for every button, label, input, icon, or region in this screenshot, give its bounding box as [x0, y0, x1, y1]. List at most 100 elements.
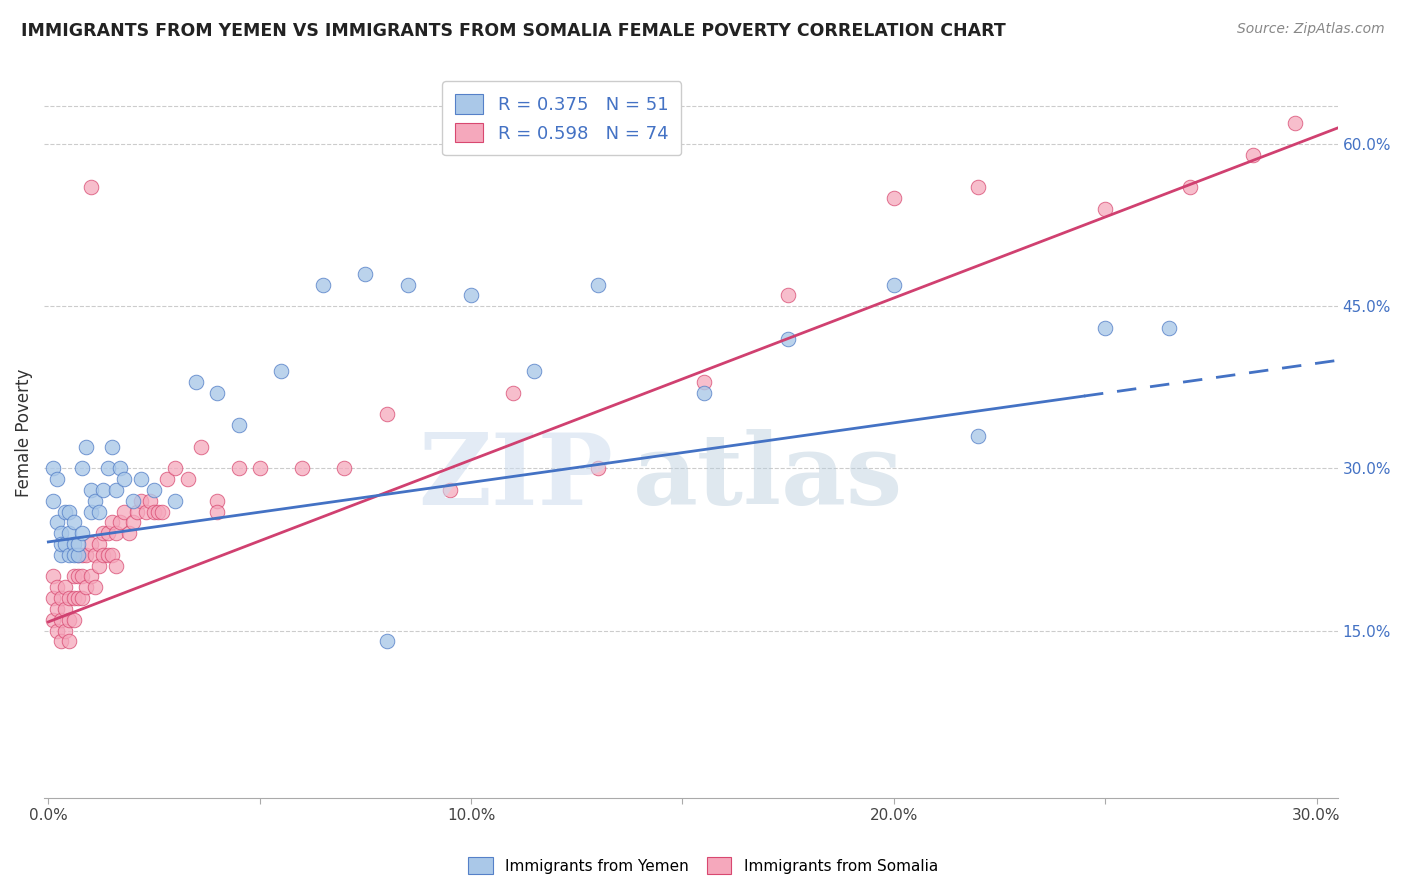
Point [58, 526, 80, 541]
Point [70, 461, 93, 475]
Point [1094, 202, 1116, 216]
Point [108, 516, 131, 530]
Point [58, 591, 80, 606]
Point [692, 385, 714, 400]
Point [87, 505, 110, 519]
Point [66, 569, 89, 583]
Point [45, 580, 67, 594]
Point [66, 548, 89, 562]
Point [62, 548, 84, 562]
Point [131, 472, 153, 486]
Point [53, 580, 76, 594]
Point [692, 375, 714, 389]
Point [49, 634, 72, 648]
Point [45, 624, 67, 638]
Point [122, 516, 145, 530]
Point [49, 537, 72, 551]
Point [45, 472, 67, 486]
Point [375, 634, 398, 648]
Point [177, 472, 200, 486]
Point [143, 505, 166, 519]
Point [53, 624, 76, 638]
Point [207, 493, 229, 508]
Point [312, 277, 335, 292]
Point [70, 526, 93, 541]
Point [778, 288, 800, 302]
Point [152, 505, 174, 519]
Point [83, 493, 105, 508]
Text: ZIP: ZIP [419, 428, 613, 525]
Point [883, 191, 905, 205]
Point [66, 548, 89, 562]
Point [53, 602, 76, 616]
Point [228, 461, 250, 475]
Point [165, 493, 187, 508]
Point [79, 569, 101, 583]
Point [49, 591, 72, 606]
Point [190, 440, 212, 454]
Point [62, 613, 84, 627]
Point [439, 483, 461, 497]
Point [460, 288, 482, 302]
Point [186, 375, 208, 389]
Text: atlas: atlas [633, 428, 903, 525]
Point [45, 516, 67, 530]
Point [523, 364, 546, 378]
Text: IMMIGRANTS FROM YEMEN VS IMMIGRANTS FROM SOMALIA FEMALE POVERTY CORRELATION CHAR: IMMIGRANTS FROM YEMEN VS IMMIGRANTS FROM… [21, 22, 1005, 40]
Point [87, 537, 110, 551]
Point [135, 505, 157, 519]
Point [49, 613, 72, 627]
Point [100, 548, 122, 562]
Legend: Immigrants from Yemen, Immigrants from Somalia: Immigrants from Yemen, Immigrants from S… [463, 851, 943, 880]
Point [53, 505, 76, 519]
Point [62, 569, 84, 583]
Point [100, 516, 122, 530]
Point [58, 505, 80, 519]
Point [1241, 148, 1264, 162]
Point [148, 505, 170, 519]
Point [79, 537, 101, 551]
Point [127, 505, 149, 519]
Point [75, 548, 97, 562]
Point [62, 537, 84, 551]
Point [41, 613, 63, 627]
Point [58, 634, 80, 648]
Point [79, 483, 101, 497]
Point [375, 408, 398, 422]
Point [396, 277, 419, 292]
Point [49, 526, 72, 541]
Point [143, 483, 166, 497]
Point [1094, 321, 1116, 335]
Point [62, 591, 84, 606]
Point [333, 461, 356, 475]
Point [96, 526, 118, 541]
Point [207, 385, 229, 400]
Point [79, 180, 101, 194]
Point [270, 364, 292, 378]
Point [104, 483, 127, 497]
Point [112, 505, 135, 519]
Point [778, 332, 800, 346]
Point [87, 558, 110, 573]
Point [112, 472, 135, 486]
Point [41, 461, 63, 475]
Point [207, 505, 229, 519]
Point [967, 180, 990, 194]
Point [100, 440, 122, 454]
Point [58, 613, 80, 627]
Point [79, 505, 101, 519]
Point [70, 591, 93, 606]
Point [156, 472, 179, 486]
Point [96, 461, 118, 475]
Point [354, 267, 377, 281]
Point [165, 461, 187, 475]
Point [91, 548, 114, 562]
Point [122, 493, 145, 508]
Point [1157, 321, 1180, 335]
Point [502, 385, 524, 400]
Point [104, 526, 127, 541]
Point [1178, 180, 1201, 194]
Point [249, 461, 271, 475]
Point [70, 569, 93, 583]
Point [53, 537, 76, 551]
